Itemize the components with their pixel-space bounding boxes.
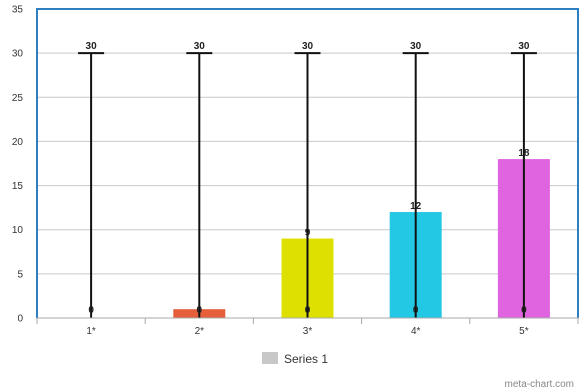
y-tick-label: 30 (12, 49, 24, 60)
data-labels: 30 0 30 0 30 0 30 0 30 0 9 12 18 (86, 41, 530, 316)
legend-swatch (262, 352, 278, 364)
error-high-label: 30 (302, 41, 314, 52)
x-tick-label: 2* (195, 326, 205, 337)
error-bars (78, 52, 537, 318)
error-low-label: 0 (305, 305, 311, 316)
axes: 0 5 10 15 20 25 30 35 1* 2* 3* 4* 5* (12, 5, 579, 337)
x-tick-label: 5* (519, 326, 529, 337)
y-tick-label: 10 (12, 225, 24, 236)
chart-frame (36, 8, 579, 318)
y-tick-label: 5 (17, 269, 23, 280)
x-tick-label: 3* (303, 326, 313, 337)
legend-label: Series 1 (284, 352, 328, 366)
watermark: meta-chart.com (505, 379, 574, 390)
error-low-label: 0 (197, 305, 203, 316)
legend[interactable]: Series 1 (262, 352, 328, 366)
x-tick-label: 1* (86, 326, 96, 337)
error-low-label: 0 (521, 305, 527, 316)
bar-value-label: 12 (410, 201, 422, 212)
bars (173, 159, 550, 318)
y-tick-label: 25 (12, 93, 24, 104)
y-tick-label: 0 (17, 314, 23, 325)
error-low-label: 0 (88, 305, 94, 316)
error-high-label: 30 (86, 41, 98, 52)
error-low-label: 0 (413, 305, 419, 316)
error-high-label: 30 (518, 41, 530, 52)
y-tick-label: 20 (12, 137, 24, 148)
error-high-label: 30 (410, 41, 422, 52)
error-high-label: 30 (194, 41, 206, 52)
bar-value-label: 18 (518, 148, 530, 159)
bar-value-label: 9 (305, 228, 311, 239)
y-tick-label: 35 (12, 5, 24, 16)
x-tick-label: 4* (411, 326, 421, 337)
y-tick-label: 15 (12, 181, 24, 192)
